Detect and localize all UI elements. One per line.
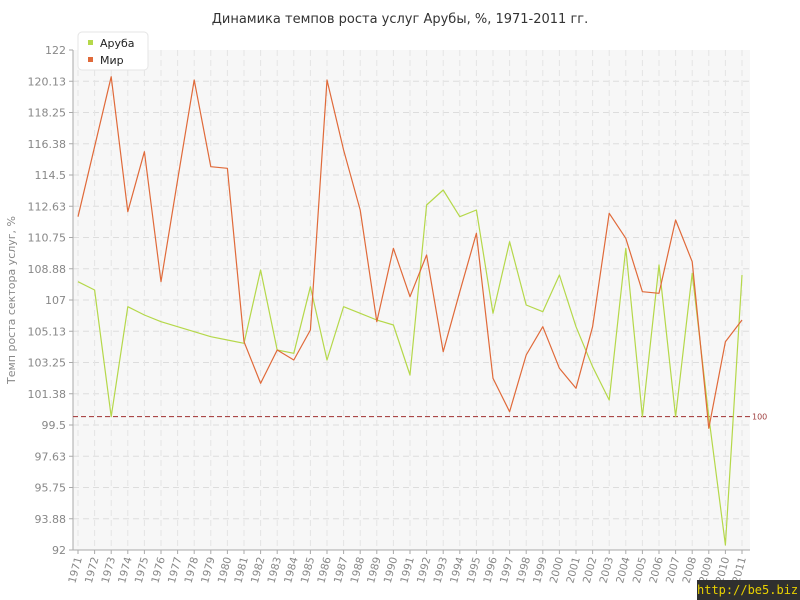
x-tick-label: 1983 (266, 556, 285, 585)
y-tick-label: 97.63 (35, 450, 67, 463)
y-tick-label: 122 (45, 44, 66, 57)
x-tick-label: 1974 (116, 555, 135, 584)
x-tick-label: 1993 (432, 556, 451, 585)
legend-swatch-world (88, 57, 93, 62)
series-line-world[interactable] (77, 76, 743, 429)
y-tick-label: 118.25 (28, 107, 67, 120)
chart-title: Динамика темпов роста услуг Арубы, %, 19… (212, 12, 589, 27)
x-tick-label: 1995 (465, 556, 484, 585)
x-tick-label: 1988 (349, 556, 368, 585)
y-tick-label: 95.75 (35, 482, 67, 495)
y-tick-label: 105.13 (28, 325, 67, 338)
x-tick-label: 1999 (531, 556, 550, 585)
watermark: http://be5.biz (697, 580, 800, 600)
grid (73, 50, 750, 550)
x-tick-label: 1996 (481, 555, 500, 584)
x-tick-label: 1981 (232, 556, 251, 585)
y-tick-label: 93.88 (35, 513, 67, 526)
x-tick-label: 2005 (631, 556, 650, 585)
legend[interactable]: Аруба Мир (77, 31, 149, 71)
x-tick-label: 2007 (664, 556, 683, 585)
x-tick-label: 1987 (332, 556, 351, 585)
legend-label-aruba: Аруба (100, 37, 135, 50)
axes: 122 120.13 118.25 116.38 114.5 112.63 110.75 10… (28, 44, 750, 585)
y-tick-label: 114.5 (35, 169, 67, 182)
x-tick-label: 2006 (647, 555, 666, 584)
y-tick-label: 110.75 (28, 232, 67, 245)
x-tick-label: 1997 (498, 556, 517, 585)
series-line-aruba[interactable] (77, 189, 743, 546)
y-tick-label: 107 (45, 294, 66, 307)
x-tick-label: 2003 (598, 556, 617, 585)
reference-line-label: 100 (752, 413, 767, 422)
y-axis-label: Темп роста сектора услуг, % (5, 216, 18, 385)
y-tick-label: 101.38 (28, 388, 67, 401)
x-tick-label: 1982 (249, 556, 268, 585)
x-tick-label: 1994 (448, 555, 467, 584)
x-tick-label: 1984 (282, 555, 301, 584)
legend-swatch-aruba (88, 40, 93, 45)
x-tick-label: 1972 (83, 556, 102, 585)
y-tick-label: 103.25 (28, 357, 67, 370)
x-tick-label: 2002 (581, 556, 600, 585)
x-tick-label: 1986 (315, 555, 334, 584)
x-tick-label: 1980 (216, 556, 235, 585)
legend-box (77, 31, 149, 71)
legend-label-world: Мир (100, 54, 124, 67)
series-group (77, 76, 743, 546)
x-tick-label: 1979 (199, 556, 218, 585)
x-tick-label: 1998 (515, 556, 534, 585)
x-tick-label: 1990 (382, 556, 401, 585)
y-tick-label: 112.63 (28, 200, 67, 213)
x-tick-label: 1977 (166, 556, 185, 585)
x-tick-label: 2004 (614, 555, 633, 584)
reference-line-group: 100 (73, 413, 767, 422)
x-tick-label: 1989 (365, 556, 384, 585)
y-tick-label: 116.38 (28, 138, 67, 151)
x-tick-label: 1971 (66, 556, 85, 585)
x-tick-label: 2001 (564, 556, 583, 585)
y-tick-label: 108.88 (28, 263, 67, 276)
x-tick-label: 1973 (100, 556, 119, 585)
x-tick-label: 2000 (548, 556, 567, 585)
x-tick-label: 1975 (133, 556, 152, 585)
y-tick-label: 92 (52, 544, 66, 557)
y-tick-label: 120.13 (28, 75, 67, 88)
y-tick-label: 99.5 (42, 419, 67, 432)
x-tick-label: 1976 (149, 555, 168, 584)
x-tick-label: 1992 (415, 556, 434, 585)
x-tick-label: 1991 (398, 556, 417, 585)
x-tick-label: 1985 (299, 556, 318, 585)
x-tick-label: 1978 (183, 556, 202, 585)
